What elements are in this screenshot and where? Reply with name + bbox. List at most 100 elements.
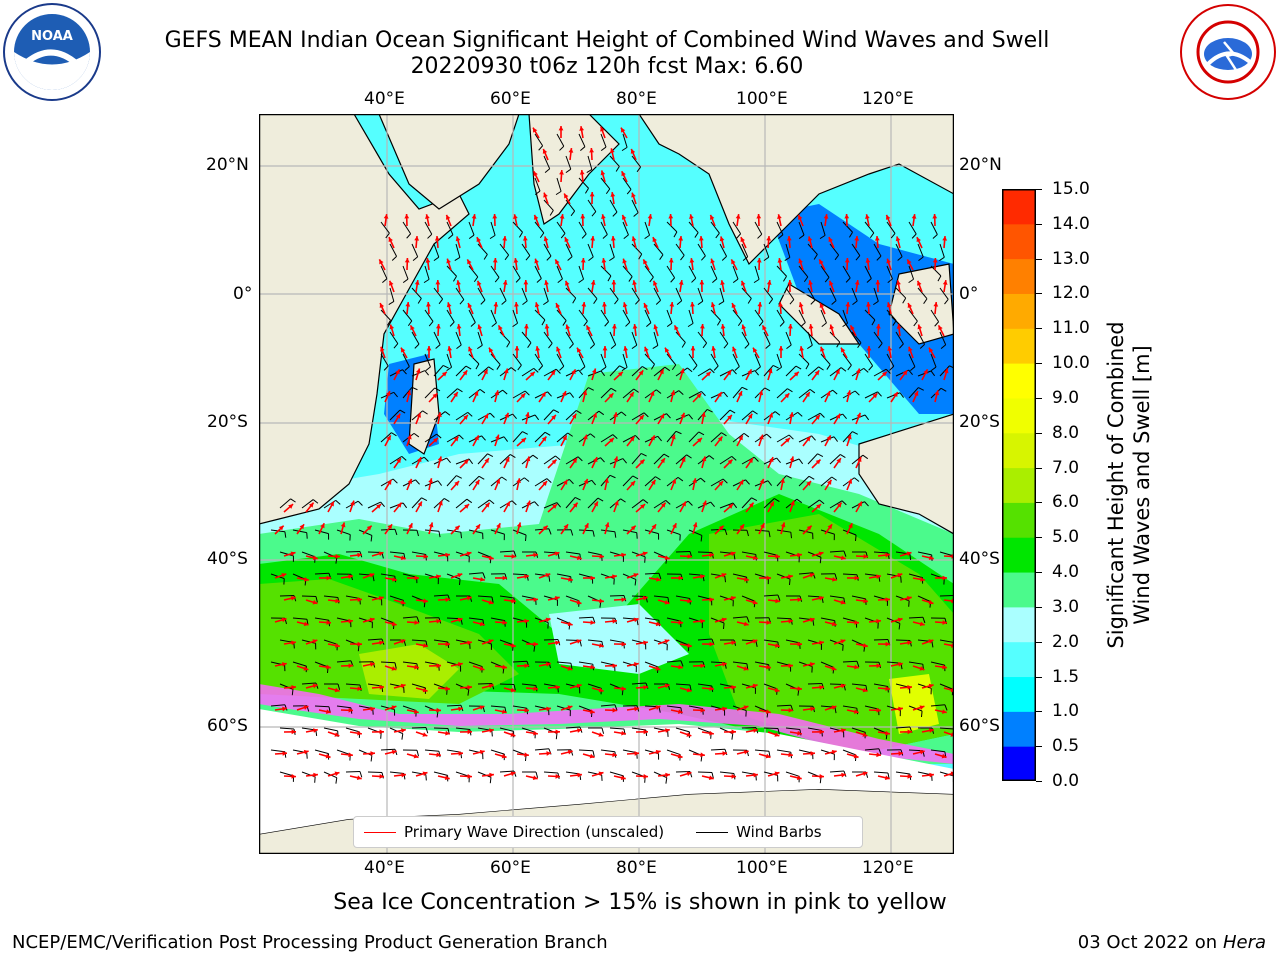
wind-barb (741, 287, 752, 299)
wave-arrow-head (677, 709, 683, 714)
wind-barb-flag (370, 535, 373, 542)
wind-barb-flag (399, 409, 406, 414)
wave-arrow-head (281, 573, 287, 578)
wind-barb-flag (543, 300, 549, 306)
wind-barb (688, 390, 702, 399)
wave-arrow-head (622, 258, 627, 264)
wave-arrow-head (524, 752, 529, 758)
wind-barb-flag (911, 233, 917, 239)
wind-barb (446, 475, 457, 487)
wave-arrow-head (681, 501, 686, 507)
wind-barb-flag (422, 410, 428, 415)
wind-barb (829, 770, 845, 773)
wind-barb (732, 221, 742, 235)
wind-barb (455, 498, 468, 509)
wind-barb-flag (798, 458, 804, 465)
wave-arrow-head (739, 524, 745, 530)
wind-barb-flag (643, 412, 649, 418)
wind-barb (653, 499, 667, 509)
wind-barb (829, 287, 837, 301)
wind-barb-flag (401, 456, 407, 461)
wave-arrow-head (407, 434, 412, 440)
wave-arrow-head (593, 457, 598, 463)
wave-arrow-head (602, 302, 607, 307)
wind-barb-flag (663, 453, 670, 458)
wind-barb (534, 309, 546, 321)
wave-arrow-head (572, 458, 577, 464)
colorbar-tick-mark (1036, 223, 1042, 225)
wind-barb-flag (686, 454, 692, 459)
wind-barb (820, 265, 830, 278)
wave-arrow-head (334, 771, 340, 777)
wind-barb (842, 573, 858, 576)
wind-barb (314, 529, 329, 535)
wind-barb (578, 749, 594, 752)
wind-barb-flag (357, 645, 360, 652)
wave-arrow-head (819, 774, 824, 779)
wind-barb-flag (786, 475, 792, 479)
wind-barb-flag (428, 321, 434, 327)
wave-arrow-head (649, 391, 655, 397)
wave-arrow-head (357, 597, 362, 602)
wind-barb (556, 573, 571, 578)
wind-barb-flag (842, 413, 847, 419)
wind-barb-flag (652, 345, 659, 350)
wind-barb-flag (638, 253, 643, 260)
wind-barb (666, 265, 676, 279)
wave-arrow-head (876, 618, 881, 624)
wave-arrow-head (732, 346, 737, 352)
wave-arrow-head (425, 214, 430, 220)
wind-barb-flag (779, 321, 785, 327)
wind-barb-flag (878, 343, 883, 349)
wind-barb (842, 221, 853, 233)
wave-arrow-head (709, 214, 715, 220)
wind-barb-flag (676, 300, 683, 305)
wind-barb (895, 595, 910, 602)
wind-barb-flag (511, 500, 517, 506)
wind-barb (468, 353, 480, 365)
wind-barb (732, 705, 747, 712)
wave-arrow-head (291, 729, 296, 735)
wind-barb (578, 661, 593, 665)
wind-barb-flag (831, 300, 837, 305)
wave-arrow-head (299, 524, 305, 530)
wind-barb-flag (834, 707, 837, 714)
wave-arrow-head (511, 643, 516, 648)
wave-arrow-head (865, 214, 870, 220)
wave-arrow-head (847, 434, 852, 440)
wave-arrow-head (524, 574, 529, 580)
wave-arrow-head (875, 280, 881, 285)
wind-barb (534, 748, 549, 751)
wave-arrow-head (467, 259, 472, 265)
wave-arrow-head (525, 412, 530, 417)
ice-shelf-white (259, 709, 954, 834)
land-australia (858, 413, 954, 535)
wave-arrow-head (659, 369, 664, 375)
wind-barb (587, 457, 601, 465)
wave-arrow-head (456, 280, 461, 285)
wave-arrow-head (387, 479, 392, 485)
wave-arrow-head (845, 302, 851, 307)
wave-arrow-head (514, 346, 520, 351)
wave-arrow-head (598, 771, 604, 777)
wave-arrow-head (907, 259, 912, 265)
wind-barb (864, 705, 879, 710)
wind-barb (719, 771, 734, 774)
wind-barb-flag (518, 231, 523, 238)
wave-arrow-head (533, 552, 538, 558)
wind-barb (301, 639, 316, 644)
wind-barb-flag (581, 233, 587, 239)
wind-barb-flag (839, 454, 846, 459)
wave-arrow-head (454, 481, 460, 486)
wave-arrow-head (621, 686, 626, 692)
wind-barb (864, 221, 875, 234)
wave-arrow-head (902, 370, 908, 376)
footer-credit: NCEP/EMC/Verification Post Processing Pr… (12, 932, 608, 953)
wind-barb-flag (393, 391, 398, 398)
wind-barb (411, 683, 426, 689)
wind-barb (908, 616, 924, 619)
wind-barb (587, 155, 593, 170)
wave-arrow-head (395, 369, 400, 375)
wave-arrow-head (383, 214, 389, 219)
wave-arrow-head (741, 324, 747, 330)
